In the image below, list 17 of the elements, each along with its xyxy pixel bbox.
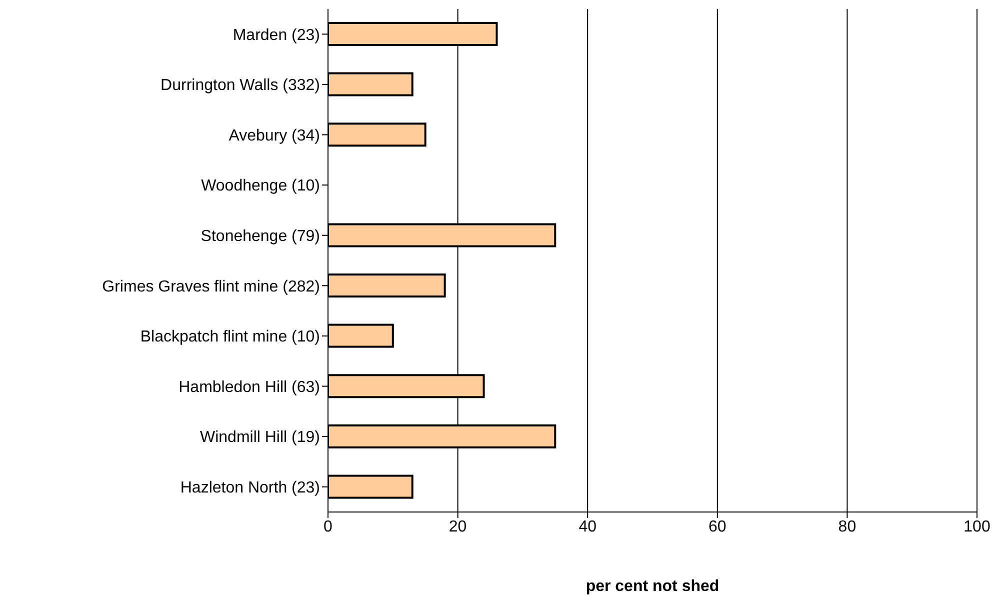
y-tick-label: Grimes Graves flint mine (282) <box>102 278 320 296</box>
y-tick-label: Hazleton North (23) <box>180 480 320 497</box>
y-tick-label: Blackpatch flint mine (10) <box>140 328 320 346</box>
y-tick-label: Hambledon Hill (63) <box>178 378 320 396</box>
y-tick-label: Marden (23) <box>232 26 320 44</box>
x-tick-label: 100 <box>964 518 990 536</box>
x-axis-title: per cent not shed <box>586 578 720 595</box>
x-tick-label: 80 <box>838 518 856 536</box>
y-tick-label: Stonehenge (79) <box>200 228 320 246</box>
y-tick-label: Windmill Hill (19) <box>200 429 320 446</box>
x-tick-label: 60 <box>708 518 726 536</box>
x-tick-label: 0 <box>324 518 333 536</box>
x-tick-label: 20 <box>448 518 467 536</box>
y-tick-label: Woodhenge (10) <box>201 178 320 195</box>
y-tick-label: Avebury (34) <box>228 127 320 144</box>
y-tick-label: Durrington Walls (332) <box>160 77 320 94</box>
x-tick-label: 40 <box>578 518 597 536</box>
